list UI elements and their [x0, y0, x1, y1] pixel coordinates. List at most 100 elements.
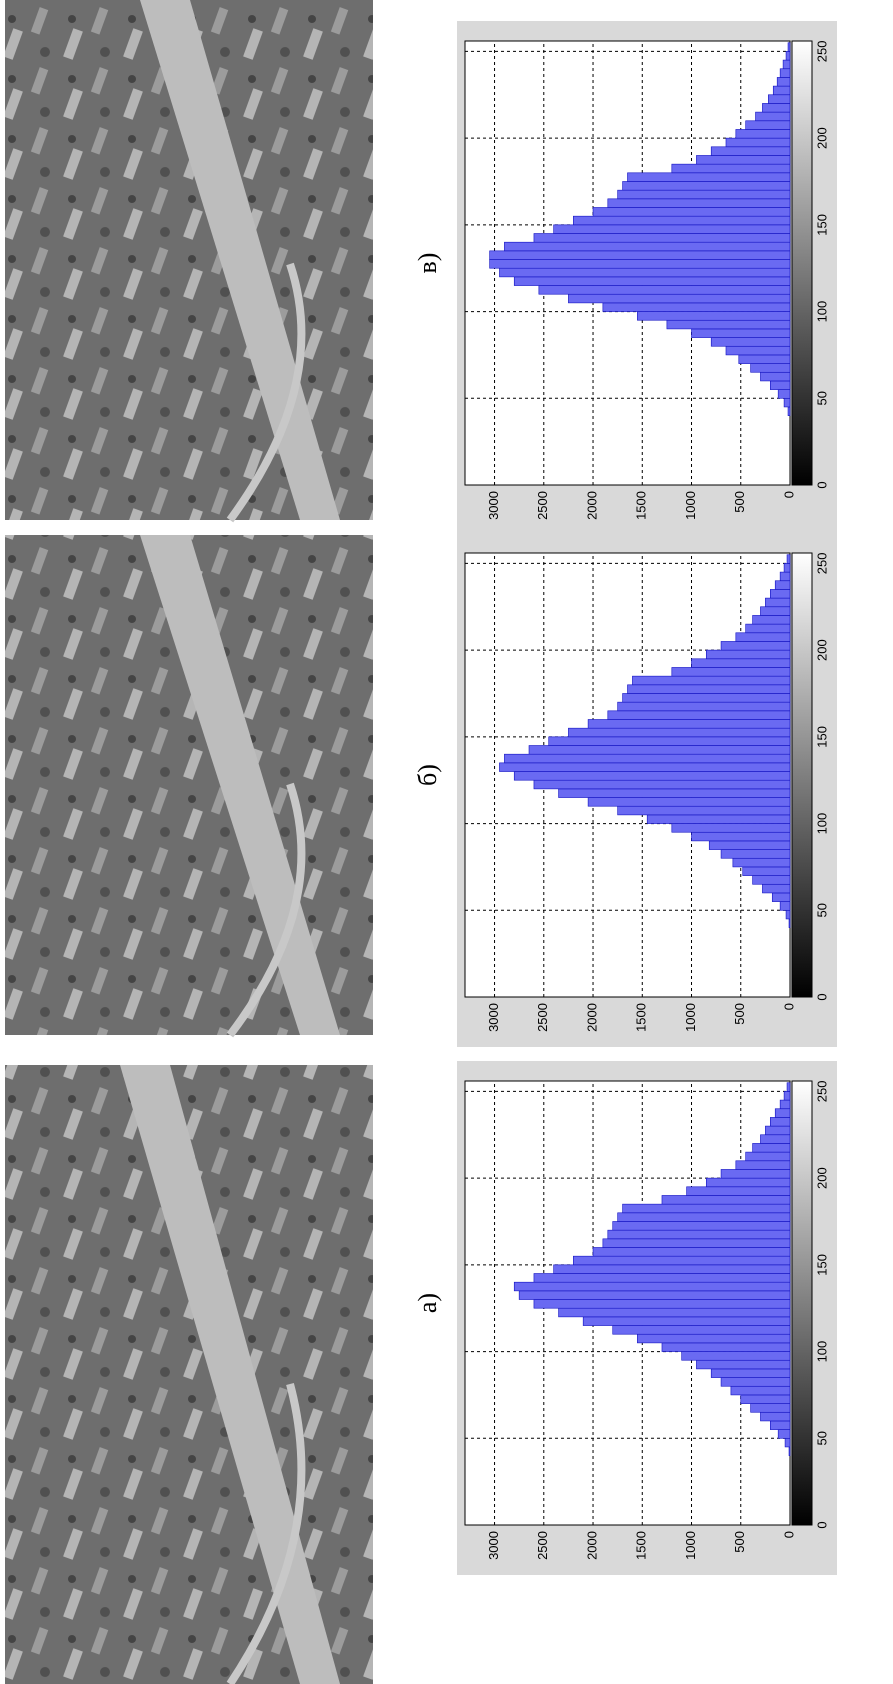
histogram-bar — [499, 268, 790, 277]
histogram-bar — [765, 598, 790, 607]
histogram-bar — [780, 1100, 790, 1109]
histogram-bar — [778, 1430, 790, 1439]
histogram-bar — [593, 1248, 790, 1257]
x-tick-label: 150 — [814, 726, 829, 748]
histogram-bar — [647, 815, 790, 824]
histogram-bar — [687, 1187, 790, 1196]
colorbar — [792, 41, 812, 485]
histogram-bar — [603, 1239, 790, 1248]
histogram-bar — [706, 650, 790, 659]
histogram-panel: б)05001000150020002500300005010015020025… — [413, 533, 837, 1047]
x-tick-label: 200 — [814, 639, 829, 661]
histogram-bar — [770, 381, 790, 390]
chart: а)05001000150020002500300005010015020025… — [0, 0, 893, 1684]
y-tick-label: 3000 — [486, 1531, 501, 1560]
x-tick-label: 200 — [814, 1167, 829, 1189]
histogram-bar — [549, 737, 790, 746]
histogram-bar — [529, 746, 790, 755]
histogram-bar — [559, 1308, 790, 1317]
histogram-bar — [783, 60, 790, 69]
aerial-image — [5, 1065, 373, 1684]
page: {"chart_data": [ {"type": "histogram", "… — [0, 0, 893, 1684]
histogram-bar — [618, 806, 790, 815]
histogram-bar — [504, 754, 790, 763]
aerial-image — [5, 0, 373, 520]
histogram-bar — [741, 1395, 790, 1404]
histogram-bar — [743, 867, 790, 876]
y-tick-label: 3000 — [486, 1003, 501, 1032]
histogram-bar — [514, 772, 790, 781]
histogram-bar — [623, 1204, 790, 1213]
y-tick-label: 2500 — [535, 1003, 550, 1032]
histogram-bar — [559, 789, 790, 798]
histogram-bar — [593, 208, 790, 217]
histogram-bar — [773, 86, 790, 95]
histogram-bar — [788, 407, 790, 416]
histogram-bar — [780, 69, 790, 78]
histogram-bar — [778, 390, 790, 399]
histogram-bar — [608, 1230, 790, 1239]
histogram-bar — [786, 910, 790, 919]
histogram-bar — [751, 1404, 790, 1413]
x-tick-label: 100 — [814, 813, 829, 835]
histogram-bar — [583, 1317, 790, 1326]
y-tick-label: 0 — [781, 491, 796, 498]
histogram-bar — [628, 685, 791, 694]
histogram-bar — [711, 147, 790, 156]
histogram-bar — [768, 95, 790, 104]
histogram-bar — [534, 234, 790, 243]
histogram-bar — [711, 1369, 790, 1378]
histogram-bar — [753, 876, 790, 885]
x-tick-label: 0 — [814, 481, 829, 488]
histogram-bar — [608, 711, 790, 720]
panel-label: б) — [413, 764, 442, 786]
x-tick-label: 50 — [814, 903, 829, 917]
histogram-bar — [721, 1378, 790, 1387]
colorbar — [792, 1081, 812, 1525]
x-tick-label: 150 — [814, 214, 829, 236]
histogram-bar — [721, 1169, 790, 1178]
x-tick-label: 100 — [814, 301, 829, 323]
histogram-bar — [787, 1083, 790, 1092]
histogram-bar — [770, 589, 790, 598]
histogram-bar — [554, 1265, 790, 1274]
histogram-bar — [706, 1178, 790, 1187]
histogram-bar — [613, 1326, 790, 1335]
y-tick-label: 1500 — [634, 1003, 649, 1032]
x-tick-label: 250 — [814, 1081, 829, 1103]
histogram-bar — [554, 225, 790, 234]
histogram-bar — [760, 1135, 790, 1144]
histogram-bar — [733, 858, 790, 867]
histogram-bar — [588, 720, 790, 729]
histogram-bar — [672, 164, 790, 173]
histogram-bar — [534, 780, 790, 789]
histogram-bar — [637, 1334, 790, 1343]
histogram-bar — [760, 1412, 790, 1421]
histogram-bar — [672, 667, 790, 676]
histogram-bar — [777, 77, 790, 86]
histogram-bar — [623, 181, 790, 190]
histogram-bar — [568, 728, 790, 737]
histogram-bar — [788, 43, 790, 52]
histogram-panel: в)05001000150020002500300005010015020025… — [413, 21, 837, 535]
histogram-bar — [787, 555, 790, 564]
y-tick-label: 0 — [781, 1003, 796, 1010]
histogram-bar — [588, 798, 790, 807]
histogram-bar — [632, 676, 790, 685]
histogram-bar — [784, 563, 790, 572]
histogram-bar — [696, 155, 790, 164]
histogram-bar — [519, 1291, 790, 1300]
histogram-bar — [618, 702, 790, 711]
histogram-bar — [775, 1109, 790, 1118]
x-tick-label: 0 — [814, 1521, 829, 1528]
histogram-bar — [534, 1274, 790, 1283]
histogram-bar — [746, 1152, 790, 1161]
histogram-bar — [789, 919, 790, 928]
y-tick-label: 2000 — [584, 1003, 599, 1032]
histogram-bar — [539, 286, 790, 295]
histogram-bar — [746, 624, 790, 633]
histogram-bar — [785, 1438, 790, 1447]
y-tick-label: 1500 — [634, 1531, 649, 1560]
histogram-bar — [760, 372, 790, 381]
y-tick-label: 1000 — [683, 1531, 698, 1560]
